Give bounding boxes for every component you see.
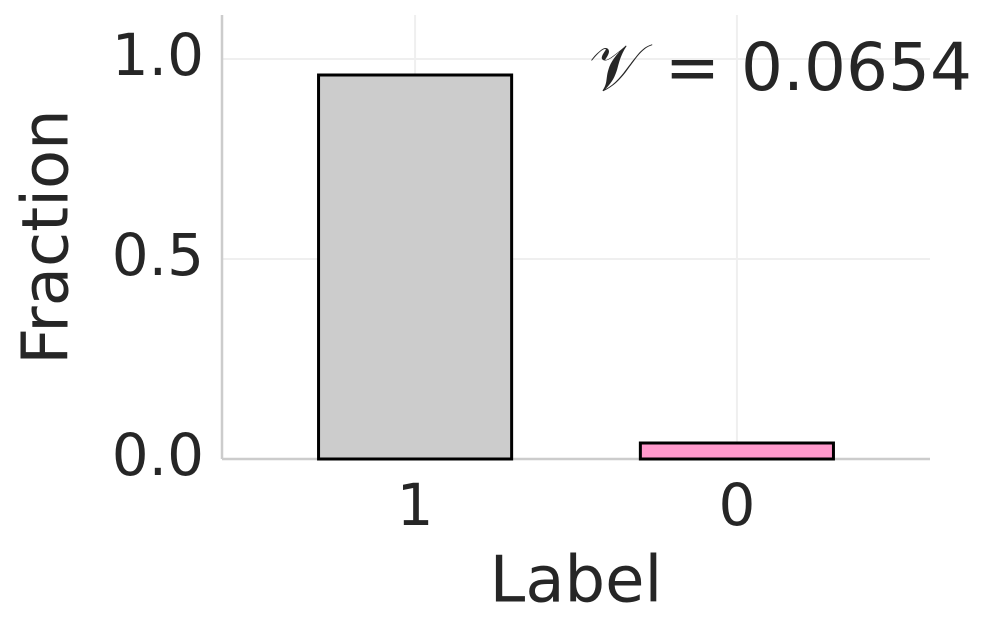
y-tick-label: 1.0 (112, 21, 204, 89)
x-tick-label: 1 (397, 471, 434, 539)
bar (317, 73, 514, 461)
bar (638, 441, 835, 461)
annotation: 𝒱 = 0.0654 (589, 29, 972, 106)
y-tick-label: 0.0 (112, 421, 204, 489)
x-tick-label: 0 (718, 471, 755, 539)
y-axis-label: Fraction (10, 109, 84, 364)
x-axis-label: Label (490, 544, 663, 618)
y-tick-label: 0.5 (112, 221, 204, 289)
